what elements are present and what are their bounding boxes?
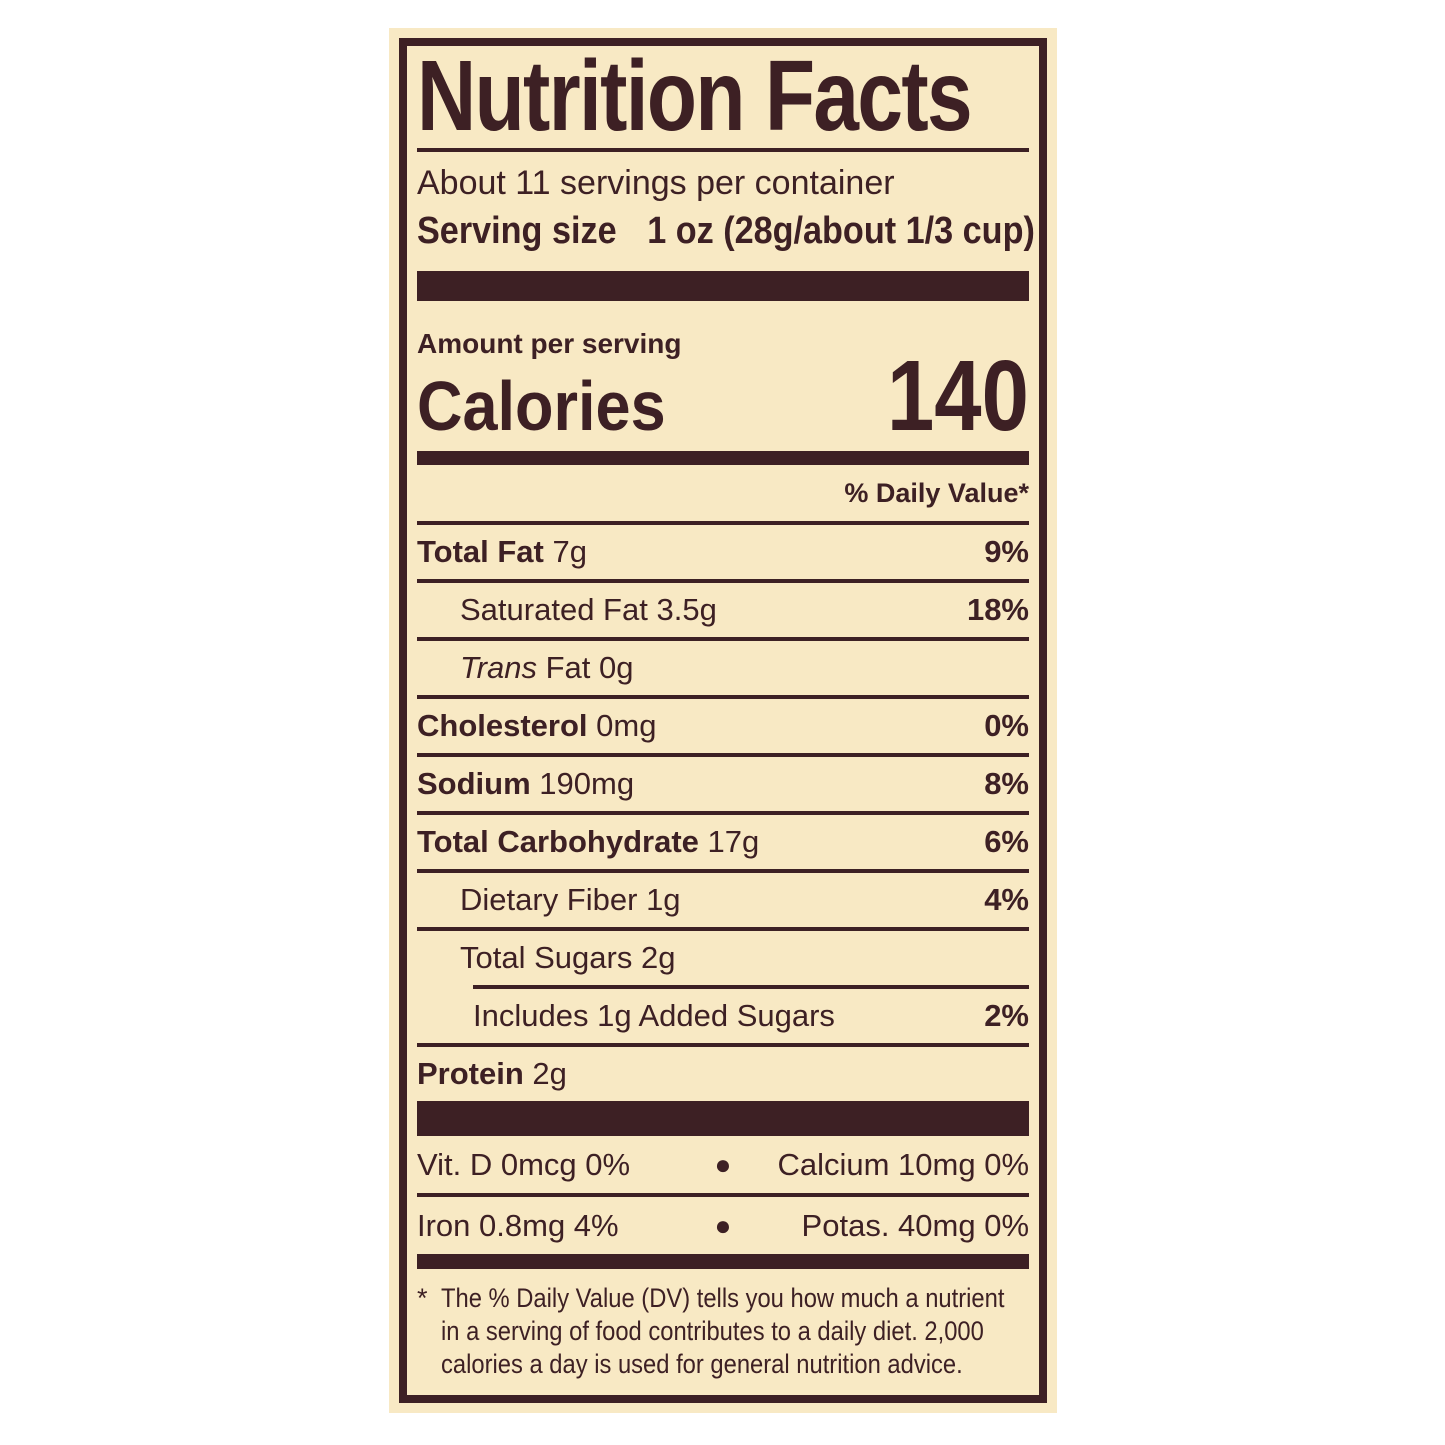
serving-size-text: Serving size 1 oz (28g/about 1/3 cup) [417, 206, 1035, 256]
nutrient-name: Total Sugars [460, 940, 633, 975]
footnote-line: The % Daily Value (DV) tells you how muc… [441, 1283, 1005, 1313]
micronutrient-row-2: Iron 0.8mg 4% ● Potas. 40mg 0% [417, 1197, 1029, 1254]
micronutrient-row-1: Vit. D 0mcg 0% ● Calcium 10mg 0% [417, 1136, 1029, 1197]
serving-size-label: Serving size [417, 210, 617, 252]
nutrient-amount: 7g [543, 534, 587, 569]
nutrient-dv: 9% [984, 534, 1029, 569]
footnote-asterisk: * [417, 1283, 428, 1313]
footnote-line: calories a day is used for general nutri… [441, 1349, 963, 1379]
calories-divider-bar [417, 451, 1029, 465]
nutrient-row-total-sugars: Total Sugars 2g [417, 927, 1029, 985]
nutrient-dv: 4% [984, 882, 1029, 917]
serving-size-row: Serving size 1 oz (28g/about 1/3 cup) [417, 206, 1035, 256]
nutrient-name: Cholesterol [417, 708, 588, 743]
nutrient-name: Sodium [417, 766, 531, 801]
daily-value-header: % Daily Value* [844, 478, 1029, 508]
nutrient-amount: 0mg [587, 708, 657, 743]
nutrient-amount: 1g [637, 882, 681, 917]
section-bar-top [417, 271, 1029, 301]
calories-value: 140 [887, 340, 1029, 452]
serving-size-value: 1 oz (28g/about 1/3 cup) [647, 210, 1035, 252]
nutrient-amount: 3.5g [647, 592, 717, 627]
amount-per-serving-label: Amount per serving [417, 328, 682, 359]
nutrient-dv: 18% [966, 592, 1029, 627]
nutrient-name: Total Fat [417, 534, 544, 569]
nutrient-dv: 6% [984, 824, 1029, 859]
nutrient-row-total-fat: Total Fat 7g 9% [417, 521, 1029, 579]
calcium-value: Calcium 10mg 0% [777, 1147, 1030, 1182]
footnote-line: in a serving of food contributes to a da… [441, 1316, 984, 1346]
nutrient-row-added-sugars: Includes 1g Added Sugars 2% [417, 985, 1029, 1043]
nutrient-amount: 2g [632, 940, 676, 975]
section-bar-bottom [417, 1254, 1029, 1269]
nutrient-name: Includes 1g Added Sugars [473, 998, 835, 1033]
nutrient-dv: 8% [984, 766, 1029, 801]
nutrient-amount: 190mg [530, 766, 635, 801]
nutrient-name: Total Carbohydrate [417, 824, 699, 859]
nutrient-amount: 17g [698, 824, 760, 859]
nutrient-dv: 2% [984, 998, 1029, 1033]
nutrient-name: Saturated Fat [460, 592, 648, 627]
servings-per-container: About 11 servings per container [417, 164, 895, 202]
nutrient-name: Trans [460, 650, 537, 685]
title-divider [417, 148, 1029, 152]
nutrient-amount: Fat 0g [536, 650, 634, 685]
calories-label: Calories [417, 367, 666, 445]
nutrient-row-sodium: Sodium 190mg 8% [417, 753, 1029, 811]
nutrient-row-cholesterol: Cholesterol 0mg 0% [417, 695, 1029, 753]
nutrient-dv: 0% [984, 708, 1029, 743]
nutrient-row-trans-fat: Trans Fat 0g [417, 637, 1029, 695]
label-title-text: Nutrition Facts [417, 40, 973, 152]
label-title: Nutrition Facts [417, 40, 1029, 152]
vitamin-d-value: Vit. D 0mcg 0% [417, 1147, 631, 1182]
daily-value-footnote: * The % Daily Value (DV) tells you how m… [417, 1282, 1029, 1381]
footnote-text: The % Daily Value (DV) tells you how muc… [441, 1282, 1081, 1381]
nutrient-row-dietary-fiber: Dietary Fiber 1g 4% [417, 869, 1029, 927]
nutrient-name: Protein [417, 1056, 524, 1091]
nutrient-amount: 2g [523, 1056, 567, 1091]
nutrient-name: Dietary Fiber [460, 882, 638, 917]
label-border-box: Nutrition Facts About 11 servings per co… [399, 38, 1047, 1403]
nutrient-row-total-carbohydrate: Total Carbohydrate 17g 6% [417, 811, 1029, 869]
nutrient-row-protein: Protein 2g [417, 1043, 1029, 1101]
nutrient-row-saturated-fat: Saturated Fat 3.5g 18% [417, 579, 1029, 637]
calories-row: Calories 140 [417, 340, 1029, 452]
iron-value: Iron 0.8mg 4% [417, 1208, 619, 1243]
bullet-icon: ● [714, 1209, 732, 1241]
section-bar-middle [417, 1101, 1029, 1136]
bullet-icon: ● [714, 1148, 732, 1180]
potassium-value: Potas. 40mg 0% [801, 1208, 1030, 1243]
nutrition-facts-label: Nutrition Facts About 11 servings per co… [389, 28, 1057, 1413]
